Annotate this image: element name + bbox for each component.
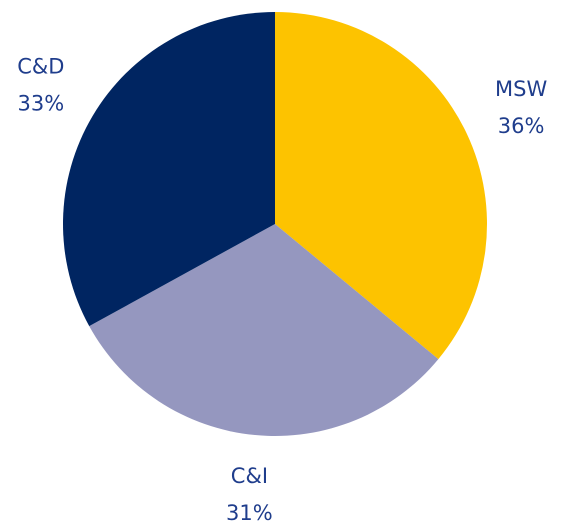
slice-value-label: 36% [498,114,545,138]
slice-label: C&I [231,464,268,488]
pie-slice [63,12,276,327]
pie-slice [275,12,488,360]
slice-label: MSW [495,77,547,101]
slice-value-label: 31% [226,501,273,525]
pie-slice [89,224,439,437]
slice-value-label: 33% [18,92,65,116]
slice-label: C&D [17,55,64,79]
